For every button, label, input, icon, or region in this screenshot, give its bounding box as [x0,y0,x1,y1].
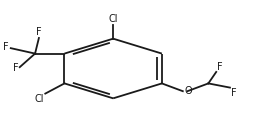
Text: F: F [3,42,9,52]
Text: Cl: Cl [34,94,44,104]
Text: F: F [217,62,223,72]
Text: Cl: Cl [108,14,118,24]
Text: O: O [184,86,192,96]
Text: F: F [231,88,237,98]
Text: F: F [36,27,42,37]
Text: F: F [13,63,19,73]
